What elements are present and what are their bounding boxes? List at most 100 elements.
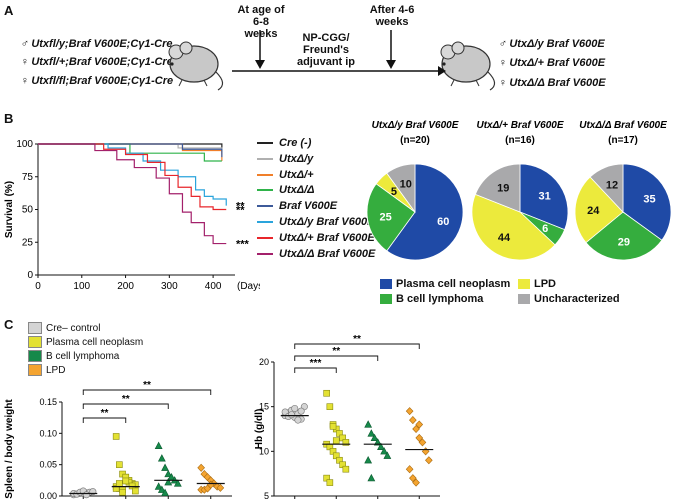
mouse-icon (440, 41, 496, 91)
panel-a-graphics (168, 30, 496, 91)
right-genotype-1: ♂ UtxΔ/y Braf V600E (498, 38, 605, 50)
legend-item: B cell lymphoma (28, 350, 143, 364)
y-tick-label: 5 (264, 491, 269, 501)
data-point (364, 420, 373, 428)
genotype-text: UtxΔ/y Braf V600E (509, 38, 605, 50)
right-genotype-2: ♀ UtxΔ/+ Braf V600E (498, 57, 605, 69)
pie-slice (585, 211, 663, 261)
y-tick-label: 0 (27, 270, 33, 281)
data-point (154, 441, 163, 449)
survival-chart: 0 25 50 75 100 0 100 200 300 400 (Days) Survival (%… (4, 139, 260, 292)
mouse-icon (168, 41, 224, 91)
data-point (154, 482, 163, 490)
sex-symbol: ♀ (498, 77, 507, 89)
data-point (119, 488, 126, 496)
data-point (173, 479, 182, 487)
data-point (197, 463, 205, 472)
legend-swatch (380, 279, 392, 290)
significance-mark: ** (122, 394, 130, 405)
x-tick-label: 200 (117, 281, 134, 292)
data-point (216, 483, 225, 492)
x-tick-label: 300 (161, 281, 178, 292)
significance-bracket (294, 355, 379, 361)
legend-label: UtxΔ/+ (279, 168, 314, 181)
data-point (116, 461, 123, 468)
significance-bracket (294, 367, 337, 373)
data-point (329, 423, 337, 430)
step-after: After 4-6 weeks (369, 4, 415, 28)
survival-legend-item: UtxΔ/Δ (257, 184, 315, 196)
pie-legend-item: B cell lymphoma (380, 293, 483, 305)
data-point (412, 424, 420, 434)
significance-bracket (82, 417, 127, 423)
sex-symbol: ♀ (498, 57, 507, 69)
pie-n: (n=20) (400, 135, 430, 146)
data-point (380, 447, 389, 455)
genotype-text: Utxfl/fl;Braf V600E;Cγ1-Cre (31, 75, 174, 87)
data-point (326, 403, 334, 410)
y-tick-label: 0.10 (39, 428, 57, 438)
pie-slice (474, 163, 521, 213)
pie-slice-label: 10 (400, 179, 412, 191)
data-point (112, 433, 120, 440)
data-point (418, 438, 427, 447)
pie-slice-label: 44 (498, 232, 511, 244)
y-axis-label: Hb (g/dl) (254, 409, 265, 450)
data-point (342, 439, 350, 446)
legend-line-swatch (257, 189, 273, 192)
significance-mark: ** (353, 334, 361, 345)
legend-label: Cre– control (46, 323, 101, 334)
data-point (364, 456, 373, 464)
significance-mark: *** (310, 358, 322, 369)
pie-slice-label: 35 (643, 193, 655, 205)
left-genotype-1: ♂ Utxfl/y;Braf V600E;Cγ1-Cre (20, 38, 173, 50)
pie-title: UtxΔ/y Braf V600E (372, 120, 459, 131)
data-point (132, 487, 139, 495)
legend-label: LPD (46, 365, 66, 376)
legend-item: Cre– control (28, 322, 143, 336)
pie-slice-label: 31 (538, 190, 550, 202)
sex-symbol: ♂ (20, 38, 29, 50)
significance-mark: ** (236, 201, 245, 213)
data-point (297, 407, 305, 415)
pie-slice (574, 176, 624, 244)
survival-line (38, 143, 227, 211)
significance-mark: *** (236, 239, 250, 251)
legend-label: UtxΔ/y (279, 152, 314, 165)
pie-slice (386, 163, 464, 261)
pie-slice-label: 24 (587, 205, 600, 217)
significance-bracket (82, 403, 169, 409)
step-age: At age of 6-8 weeks (237, 4, 285, 40)
legend-swatch (380, 294, 392, 305)
y-tick-label: 10 (259, 446, 269, 456)
pie-legend-item: Uncharacterized (518, 293, 620, 305)
panel-label-b: B (4, 111, 14, 126)
sex-symbol: ♂ (498, 38, 507, 50)
legend-label: B cell lymphoma (396, 293, 484, 305)
legend-line-swatch (257, 221, 273, 224)
legend-swatch (518, 279, 530, 290)
spleen-chart: 0.00 0.05 0.10 0.15 Spleen / body weight ** **… (4, 380, 232, 501)
pie-title: UtxΔ/Δ Braf V600E (579, 120, 667, 131)
legend-label: UtxΔ/Δ (279, 184, 315, 197)
legend-item: Plasma cell neoplasm (28, 336, 143, 350)
significance-bracket (294, 343, 420, 349)
pie-slice-label: 25 (379, 212, 391, 224)
data-point (122, 477, 130, 485)
legend-swatch (28, 336, 42, 349)
pie-slice-label: 60 (437, 216, 449, 228)
pie-n: (n=16) (505, 135, 535, 146)
pie-slice (622, 163, 672, 241)
pie-slice (471, 193, 556, 261)
legend-label: LPD (534, 278, 556, 290)
panel-label-c: C (4, 317, 14, 332)
step-immunization: NP-CGG/ Freund's adjuvant ip (296, 32, 356, 68)
y-tick-label: 0.00 (39, 491, 57, 501)
data-point (342, 465, 350, 473)
left-genotype-3: ♀ Utxfl/fl;Braf V600E;Cγ1-Cre (20, 75, 173, 87)
pie-slice-label: 6 (542, 223, 548, 235)
sex-symbol: ♀ (20, 75, 29, 87)
genotype-text: UtxΔ/Δ Braf V600E (509, 77, 606, 89)
y-tick-label: 75 (22, 172, 34, 183)
